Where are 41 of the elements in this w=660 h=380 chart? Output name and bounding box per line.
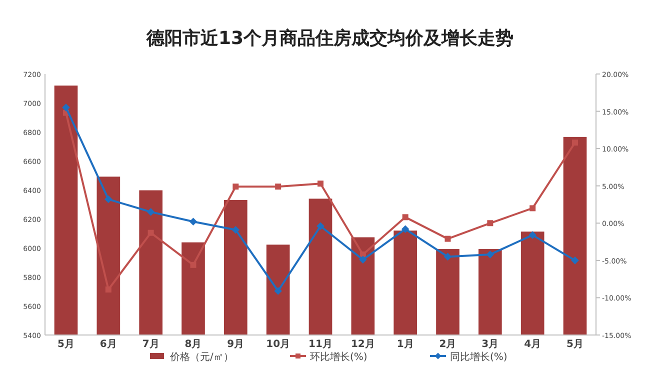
point (530, 205, 536, 212)
point (275, 184, 282, 190)
point (232, 184, 239, 190)
point (572, 140, 578, 146)
x-tick-label: 7月 (142, 339, 160, 350)
x-tick-label: 5月 (58, 339, 74, 350)
point (148, 230, 154, 236)
point (318, 180, 324, 187)
x-tick-label: 8月 (184, 339, 202, 350)
point (190, 262, 196, 268)
legend-label: 同比增长(%) (450, 351, 508, 363)
point (62, 104, 70, 112)
point (105, 286, 112, 293)
chart-title: 德阳市近13个月商品住房成交均价及增长走势 (145, 28, 514, 49)
point (487, 220, 494, 226)
point (189, 218, 198, 226)
point (316, 222, 324, 230)
point (486, 250, 494, 258)
point (444, 236, 451, 242)
point (571, 256, 579, 264)
x-tick-label: 5月 (566, 339, 584, 350)
point (401, 225, 410, 234)
legend-label: 环比增长(%) (310, 351, 368, 363)
x-tick-label: 3月 (482, 339, 499, 350)
x-tick-label: 6月 (100, 339, 117, 350)
point (104, 195, 112, 204)
point (274, 287, 282, 295)
x-tick-label: 2月 (439, 339, 456, 350)
x-tick-label: 1月 (396, 339, 414, 350)
point (444, 252, 452, 261)
x-tick-label: 12月 (350, 339, 375, 350)
point (232, 226, 240, 234)
x-tick-label: 11月 (308, 339, 332, 350)
point (359, 256, 367, 264)
x-tick-label: 10月 (266, 339, 290, 350)
x-tick-label: 4月 (524, 339, 542, 350)
point (528, 231, 536, 239)
point (402, 214, 408, 220)
x-tick-label: 9月 (227, 339, 244, 350)
legend-label: 价格（元/㎡） (169, 351, 234, 363)
point (146, 208, 155, 216)
